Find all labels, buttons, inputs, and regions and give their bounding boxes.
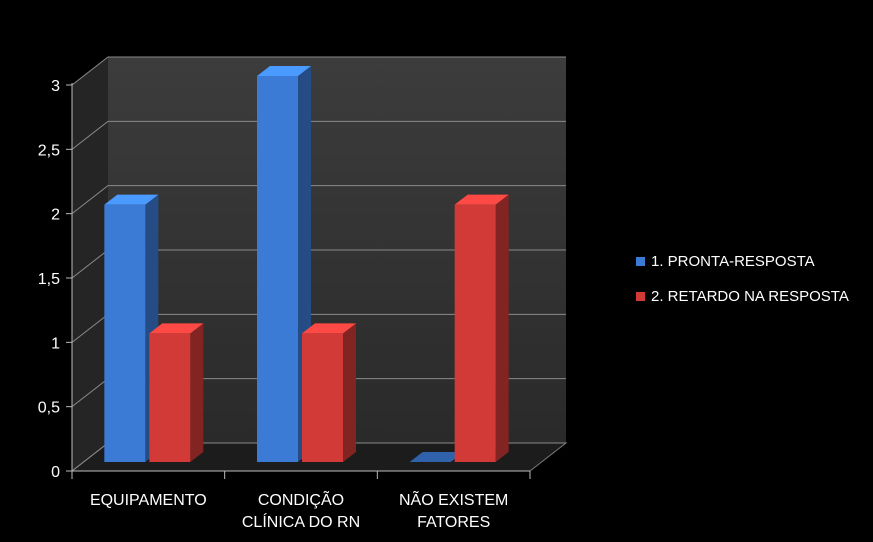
x-tick-label: CONDIÇÃO CLÍNICA DO RN: [242, 489, 360, 531]
legend-label-pronta-resposta: 1. PRONTA-RESPOSTA: [651, 252, 815, 270]
legend-item-retardo-na-resposta: 2. RETARDO NA RESPOSTA: [636, 285, 849, 307]
gridline: [71, 56, 566, 86]
bar-retardo-na-resposta-0-side: [190, 323, 204, 462]
gridline: [71, 185, 566, 215]
bar-retardo-na-resposta-2-side: [495, 194, 509, 462]
bar-retardo-na-resposta-0-top: [149, 323, 204, 334]
bar-retardo-na-resposta-1-side: [343, 323, 356, 462]
legend: 1. PRONTA-RESPOSTA 2. RETARDO NA RESPOST…: [636, 250, 849, 320]
x-tick-label: EQUIPAMENTO: [90, 492, 207, 509]
gridline: [71, 120, 566, 150]
bar-pronta-resposta-1: [257, 76, 298, 462]
bar-pronta-resposta-0: [104, 204, 146, 462]
bar-pronta-resposta-0-top: [104, 194, 159, 205]
bar-retardo-na-resposta-0: [149, 333, 191, 462]
bar-pronta-resposta-2: [409, 452, 464, 462]
legend-swatch-retardo-na-resposta: [636, 291, 645, 301]
bar-pronta-resposta-1-top: [257, 66, 311, 76]
bar-retardo-na-resposta-2: [454, 204, 496, 462]
y-tick-label: 2: [51, 207, 60, 224]
y-tick-label: 1,5: [38, 271, 60, 288]
y-tick-label: 2,5: [38, 142, 60, 159]
legend-label-retardo-na-resposta: 2. RETARDO NA RESPOSTA: [651, 287, 849, 305]
bar-retardo-na-resposta-1: [302, 333, 343, 462]
y-tick-label: 1: [51, 335, 60, 352]
bar-retardo-na-resposta-1-top: [302, 323, 356, 334]
bar-retardo-na-resposta-2-top: [454, 194, 509, 205]
legend-item-pronta-resposta: 1. PRONTA-RESPOSTA: [636, 250, 849, 272]
y-tick-label: 0: [51, 464, 60, 481]
y-tick-label: 3: [51, 78, 60, 95]
y-tick-label: 0,5: [38, 400, 60, 417]
legend-swatch-pronta-resposta: [636, 256, 645, 266]
x-tick-label: NÃO EXISTEM FATORES: [399, 489, 508, 531]
